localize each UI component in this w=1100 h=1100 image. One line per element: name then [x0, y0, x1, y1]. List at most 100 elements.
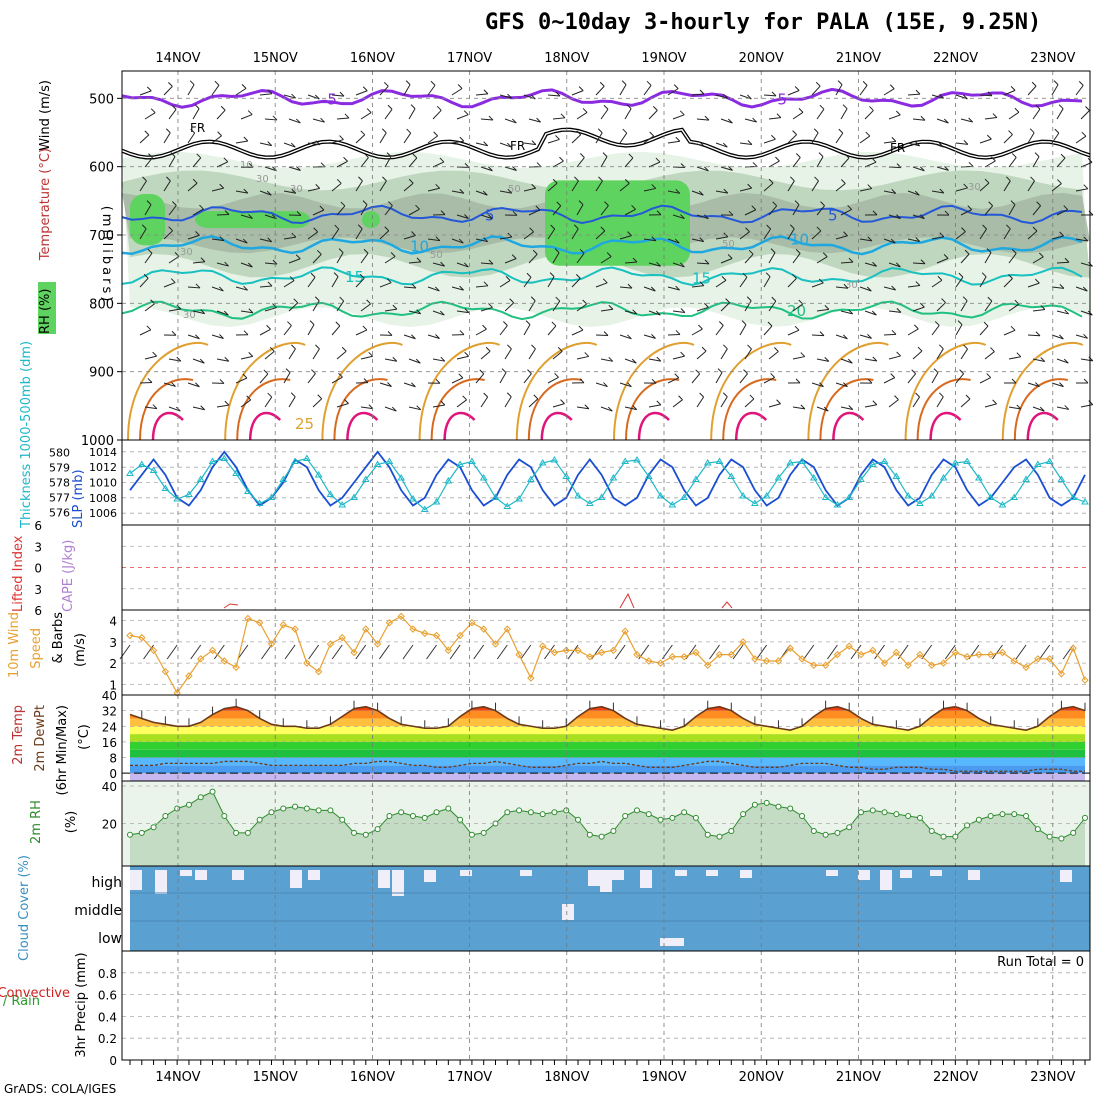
wind-barb-tick	[1014, 107, 1020, 113]
thickness-point	[644, 472, 653, 479]
wind-barb-tick	[344, 113, 350, 119]
wind-barb-tick	[915, 89, 921, 95]
temp-band	[130, 765, 1085, 774]
wind-barb	[691, 93, 705, 96]
wind-barb-10m	[213, 644, 225, 660]
wind-speed-point	[362, 625, 370, 633]
thickness-point	[786, 459, 795, 466]
wind-barb-tick	[723, 93, 728, 99]
thickness-point	[833, 501, 842, 508]
wind-barb-tick	[767, 321, 773, 327]
wind-barb	[715, 372, 723, 384]
wind-barb-tick	[248, 352, 254, 357]
rh2m-point	[633, 807, 640, 814]
wind-barb	[691, 328, 703, 336]
wind-barb	[600, 108, 609, 120]
wind-barb	[936, 302, 946, 312]
rh-contour-label: 30	[183, 310, 196, 321]
wind-barb	[907, 190, 920, 196]
isotherm-label: -5	[322, 90, 337, 108]
wind-barb-tick	[795, 153, 801, 158]
wind-barb-tick	[624, 179, 630, 184]
wind-speed-point	[668, 653, 677, 661]
rh2m-axis-label: 2m RH	[29, 800, 44, 844]
rh-contour-label: 30	[256, 174, 269, 185]
isotherm-25	[904, 341, 987, 441]
wind-barb-tick	[555, 91, 561, 97]
wind-barb	[331, 276, 339, 288]
wind-barb	[547, 325, 557, 336]
wind-barb	[432, 358, 445, 362]
wind-barb-tick	[800, 404, 806, 410]
wind-axis-label-2: Speed	[29, 628, 44, 669]
wind-barb-tick	[218, 286, 224, 292]
wind-barb	[979, 138, 992, 144]
temp-line	[129, 705, 1086, 732]
day-label-top: 19NOV	[641, 51, 686, 66]
wind-barb	[451, 377, 464, 384]
wind-barb-tick	[527, 369, 532, 374]
wind-barb	[619, 235, 632, 240]
wind-barb-tick	[440, 210, 446, 215]
isotherm-label: 15	[345, 268, 364, 286]
wind-barb-tick	[627, 283, 633, 289]
wind-barb-tick	[896, 214, 901, 219]
wind-barb	[595, 85, 605, 96]
wind-barb-tick	[628, 153, 634, 159]
wind-barb	[1075, 286, 1088, 292]
wind-barb	[259, 238, 272, 243]
temp-band	[130, 710, 1085, 719]
rh2m-point	[575, 816, 582, 823]
wind-barb	[139, 90, 152, 96]
thickness-point	[126, 469, 134, 476]
wind-barb	[283, 190, 296, 194]
isotherm-30	[430, 378, 485, 441]
wind-barb	[384, 406, 397, 412]
thickness-point	[1022, 475, 1030, 482]
li-tick-label: 6	[34, 604, 42, 618]
wind-barb-tick	[214, 80, 220, 86]
wind-barb	[840, 310, 853, 315]
day-label-bottom: 23NOV	[1030, 1070, 1075, 1085]
wind-barb-tick	[1088, 400, 1094, 405]
rh-contour-label: 10	[240, 160, 253, 171]
wind-barb-tick	[390, 252, 396, 257]
cloud-high-clear	[740, 870, 752, 878]
wind-barb-tick	[1040, 305, 1046, 310]
wind-barb	[144, 252, 153, 264]
wind-barb	[595, 132, 603, 144]
wind-barb	[504, 258, 517, 264]
wind-barb	[912, 396, 920, 408]
cloud-high-clear	[424, 870, 436, 882]
day-label-bottom: 15NOV	[253, 1070, 298, 1085]
wind-barb-tick	[891, 137, 897, 142]
wind-barb	[835, 286, 848, 289]
wind-barb-tick	[818, 278, 824, 284]
panel-border	[121, 609, 1091, 696]
rh2m-point	[504, 809, 511, 816]
wind-barb	[1032, 156, 1040, 168]
wind-barb-tick	[512, 166, 517, 171]
wind-barb	[403, 286, 416, 289]
wind-speed-point	[220, 657, 229, 665]
rh2m-point	[964, 822, 971, 829]
wind-barb	[1075, 85, 1084, 96]
rh2m-point	[197, 794, 204, 801]
wind-barb	[552, 300, 561, 312]
thickness-point	[750, 499, 759, 506]
wind-barb	[768, 117, 781, 120]
wind-barb	[331, 182, 342, 192]
wind-barb-tick	[698, 190, 704, 196]
rh2m-point	[610, 828, 617, 834]
wind-barb-tick	[199, 358, 205, 364]
thickness-point	[585, 499, 594, 506]
wind-barb-tick	[847, 205, 852, 210]
wind-barb	[307, 142, 320, 146]
wind-barb-tick	[939, 93, 944, 99]
wind-barb-tick	[963, 344, 968, 350]
cloud-high-clear	[378, 870, 390, 888]
wind-barb-tick	[485, 346, 491, 352]
wind-barb	[408, 406, 421, 411]
wind-barb	[403, 382, 416, 388]
wind-barb-tick	[990, 156, 996, 162]
